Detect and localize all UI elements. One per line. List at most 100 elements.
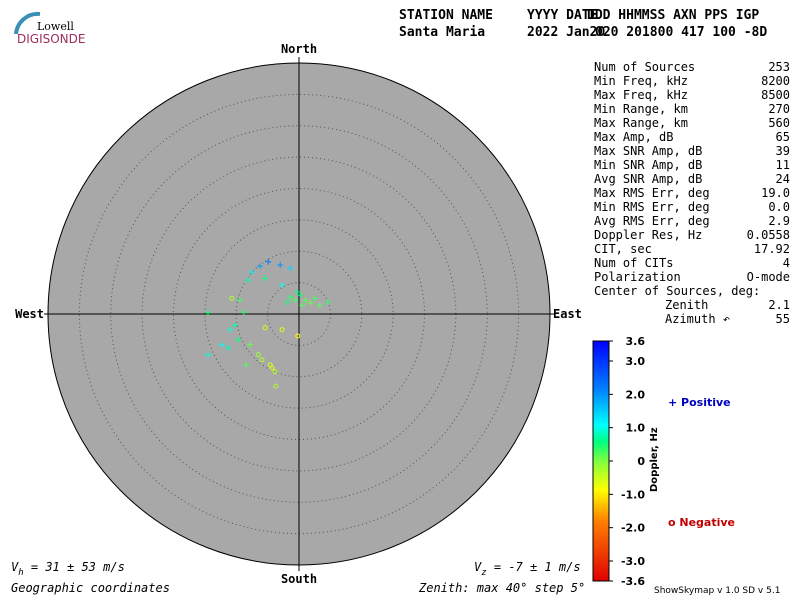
colorbar-tick-label: 1.0 (626, 422, 646, 435)
stat-value: 2.1 (768, 298, 790, 312)
source-positive (287, 265, 294, 272)
source-positive (294, 289, 301, 296)
stat-label: Min Range, km (594, 102, 688, 116)
stat-label: Zenith (665, 298, 708, 312)
vz: Vz = -7 ± 1 m/s (474, 560, 581, 578)
stat-label: Max Amp, dB (594, 130, 673, 144)
stat-value: 24 (776, 172, 790, 186)
legend-positive: + Positive (668, 396, 731, 409)
source-positive (284, 299, 291, 306)
colorbar-tick-label: -1.0 (621, 488, 645, 501)
stat-value: 560 (768, 116, 790, 130)
dir-east: East (553, 307, 582, 321)
stat-label: Avg SNR Amp, dB (594, 172, 702, 186)
source-positive (277, 262, 284, 269)
source-negative (273, 383, 279, 389)
header-value: 2022 Jan20 (527, 25, 605, 40)
stat-label: Center of Sources, deg: (594, 284, 760, 298)
source-negative (262, 325, 268, 331)
stat-label: Num of Sources (594, 60, 695, 74)
stat-value: 0.0 (768, 200, 790, 214)
coords: Geographic coordinates (11, 581, 170, 595)
source-negative (259, 357, 265, 363)
stat-value: O-mode (747, 270, 790, 284)
source-negative (269, 365, 275, 371)
stat-value: 39 (776, 144, 790, 158)
source-positive (287, 294, 294, 301)
source-positive (316, 302, 323, 309)
logo-arc (14, 11, 41, 35)
zenith-info: Zenith: max 40° step 5° (418, 581, 585, 595)
colorbar-tick-label: -3.6 (621, 575, 645, 588)
colorbar-tick-label: 0 (637, 455, 645, 468)
source-positive (247, 341, 254, 348)
source-positive (265, 258, 272, 265)
logo-top: Lowell (37, 20, 74, 33)
stat-label: Azimuth ↶ (665, 312, 730, 326)
source-negative (279, 327, 285, 333)
stat-label: Avg RMS Err, deg (594, 214, 710, 228)
colorbar-tick-label: 3.6 (626, 335, 646, 348)
stat-value: 253 (768, 60, 790, 74)
stat-value: 270 (768, 102, 790, 116)
stat-label: Polarization (594, 270, 681, 284)
source-negative (295, 333, 301, 339)
colorbar-tick-label: -3.0 (621, 555, 645, 568)
source-positive (237, 297, 244, 304)
stat-label: Max RMS Err, deg (594, 186, 710, 200)
source-positive (262, 275, 269, 282)
header-label: DDD HHMMSS AXN PPS IGP (587, 8, 759, 23)
source-positive (324, 299, 331, 306)
logo-bottom: DIGISONDE (17, 32, 85, 46)
stat-value: 65 (776, 130, 790, 144)
source-positive (302, 297, 309, 304)
stat-label: Min Freq, kHz (594, 74, 688, 88)
source-positive (297, 292, 304, 299)
source-positive (307, 299, 314, 306)
stat-value: 2.9 (768, 214, 790, 228)
stat-value: 19.0 (761, 186, 790, 200)
source-positive (299, 302, 306, 309)
colorbar (592, 340, 610, 582)
source-positive (243, 361, 250, 368)
source-positive (225, 344, 232, 351)
stat-value: 8500 (761, 88, 790, 102)
source-negative (229, 295, 235, 301)
source-positive (248, 268, 255, 275)
stat-value: 0.0558 (747, 228, 790, 242)
stat-label: Doppler Res, Hz (594, 228, 702, 242)
source-positive (205, 351, 212, 358)
colorbar-label: Doppler, Hz (649, 427, 660, 492)
stat-label: Min SNR Amp, dB (594, 158, 702, 172)
source-positive (311, 295, 318, 302)
header-value: 020 201800 417 100 -8D (595, 25, 767, 40)
legend-negative: o Negative (668, 516, 735, 529)
source-positive (226, 326, 233, 333)
stat-label: Max Freq, kHz (594, 88, 688, 102)
stat-value: 4 (783, 256, 790, 270)
source-positive (218, 341, 225, 348)
stat-value: 8200 (761, 74, 790, 88)
dir-south: South (281, 572, 317, 586)
colorbar-tick-label: -2.0 (621, 522, 645, 535)
header-label: STATION NAME (399, 8, 493, 23)
version: ShowSkymap v 1.0 SD v 5.1 (654, 586, 780, 596)
header-label: YYYY DATE (527, 8, 597, 23)
source-positive (292, 297, 299, 304)
dir-west: West (15, 307, 44, 321)
source-positive (279, 282, 286, 289)
stat-value: 17.92 (754, 242, 790, 256)
stat-value: 11 (776, 158, 790, 172)
stat-label: Min RMS Err, deg (594, 200, 710, 214)
source-positive (257, 263, 264, 270)
stat-label: Max SNR Amp, dB (594, 144, 702, 158)
source-positive (231, 322, 238, 329)
stat-label: Num of CITs (594, 256, 673, 270)
source-positive (240, 309, 247, 316)
source-positive (245, 277, 252, 284)
stat-label: Max Range, km (594, 116, 688, 130)
stat-value: 55 (776, 312, 790, 326)
stat-label: CIT, sec (594, 242, 652, 256)
source-positive (205, 309, 212, 316)
